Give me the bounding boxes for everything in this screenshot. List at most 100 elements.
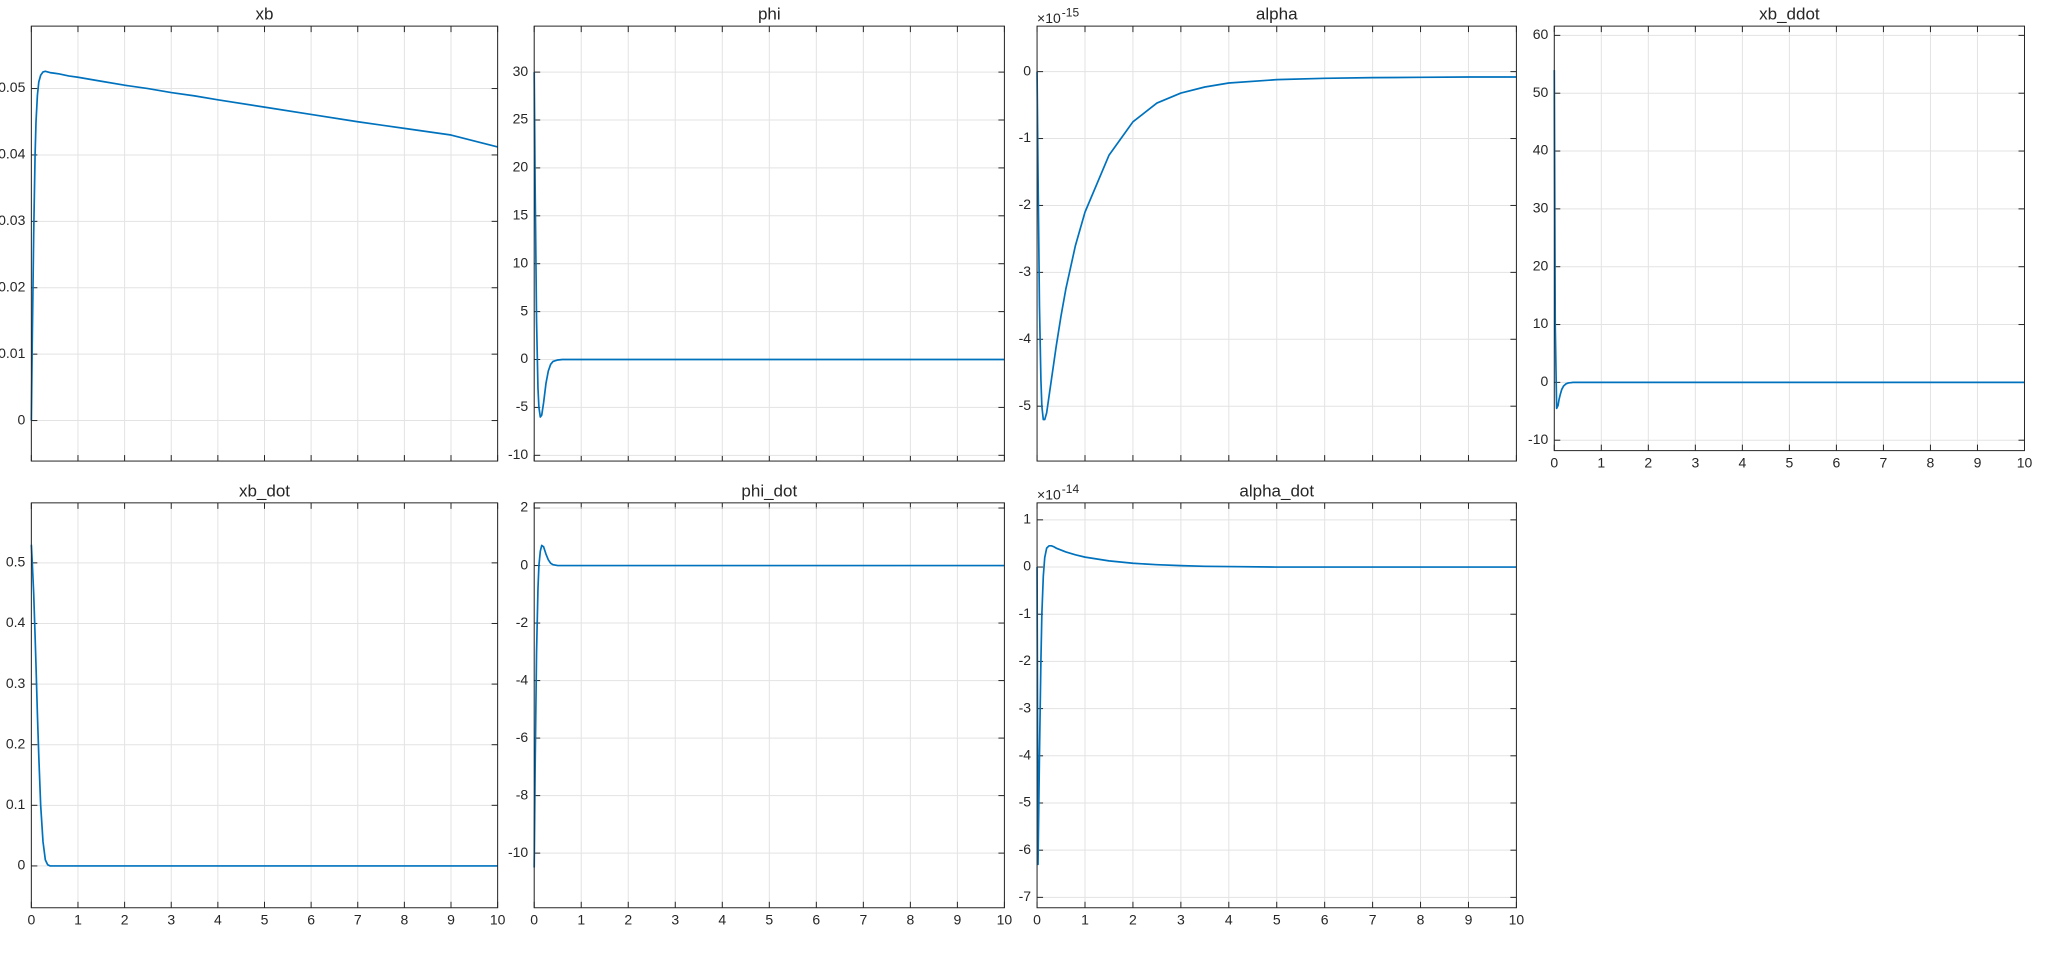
x-tick-label: 9 [1974, 454, 1982, 470]
x-tick-label: 7 [354, 911, 362, 927]
y-tick-label: -2 [516, 614, 529, 630]
y-multiplier: ×10 [1037, 487, 1061, 503]
x-tick-label: 7 [1369, 911, 1377, 927]
y-tick-label: 20 [513, 159, 529, 175]
y-tick-label: 2 [520, 499, 528, 515]
y-tick-label: 10 [1533, 315, 1549, 331]
y-tick-label: 0.3 [6, 675, 26, 691]
y-tick-label: 5 [520, 302, 528, 318]
x-tick-label: 4 [214, 911, 222, 927]
x-tick-label: 8 [400, 911, 408, 927]
y-tick-label: 60 [1533, 26, 1549, 42]
x-tick-label: 2 [121, 911, 129, 927]
subplot-title: phi_dot [741, 481, 797, 500]
axes-box [1036, 25, 1517, 462]
y-tick-label: 0.05 [0, 79, 26, 95]
x-tick-label: 6 [307, 911, 315, 927]
subplot: -10 -5 0 5 10 15 20 25 30 phi [508, 5, 1005, 462]
subplot-title: xb_dot [239, 481, 290, 500]
y-tick-label: -8 [516, 786, 529, 802]
subplot-title: alpha [1256, 5, 1298, 24]
x-tick-label: 1 [1081, 911, 1089, 927]
x-tick-label: 10 [2017, 454, 2033, 470]
y-tick-label: 0 [1540, 373, 1548, 389]
x-tick-label: 5 [1273, 911, 1281, 927]
x-tick-label: 2 [624, 911, 632, 927]
data-line [533, 72, 1005, 418]
subplot: -5 -4 -3 -2 -1 0 alpha ×10 -15 [1019, 5, 1517, 462]
x-tick-label: 10 [997, 911, 1013, 927]
data-line [30, 544, 498, 867]
y-tick-label: -4 [516, 671, 529, 687]
x-tick-label: 10 [1509, 911, 1525, 927]
y-tick-label: 30 [1533, 200, 1549, 216]
y-tick-label: 0.03 [0, 212, 26, 228]
x-tick-label: 9 [447, 911, 455, 927]
y-tick-label: 20 [1533, 257, 1549, 273]
y-tick-label: 0 [1023, 558, 1031, 574]
x-tick-label: 0 [1550, 454, 1558, 470]
x-tick-label: 5 [261, 911, 269, 927]
y-tick-label: 0 [520, 556, 528, 572]
x-tick-label: 3 [1177, 911, 1185, 927]
y-tick-label: 0 [520, 350, 528, 366]
y-tick-label: 0.02 [0, 278, 26, 294]
x-tick-label: 3 [167, 911, 175, 927]
x-tick-label: 8 [906, 911, 914, 927]
y-tick-label: -5 [1019, 794, 1032, 810]
axes-box [30, 502, 499, 909]
y-tick-label: -1 [1019, 605, 1032, 621]
y-multiplier: ×10 [1037, 10, 1061, 26]
y-tick-label: 0.04 [0, 146, 26, 162]
subplot: 0 1 2 3 4 5 6 7 8 9 10 -10 -8 -6 -4 -2 0 2 phi_dot [508, 481, 1012, 927]
x-tick-label: 1 [74, 911, 82, 927]
x-tick-label: 9 [953, 911, 961, 927]
axes-box [533, 502, 1005, 909]
axes-box [533, 25, 1005, 462]
y-tick-label: 10 [513, 254, 529, 270]
y-tick-label: -10 [508, 844, 528, 860]
y-multiplier-exponent: -14 [1062, 482, 1080, 496]
x-tick-label: 3 [671, 911, 679, 927]
x-tick-label: 7 [1880, 454, 1888, 470]
x-tick-label: 0 [530, 911, 538, 927]
x-tick-label: 1 [577, 911, 585, 927]
data-line [1553, 70, 2025, 410]
x-tick-label: 8 [1417, 911, 1425, 927]
data-line [1036, 71, 1517, 421]
x-tick-label: 8 [1927, 454, 1935, 470]
x-tick-label: 0 [27, 911, 35, 927]
y-tick-label: -7 [1019, 888, 1032, 904]
x-tick-label: 0 [1033, 911, 1041, 927]
x-tick-label: 1 [1597, 454, 1605, 470]
axes-box [1036, 502, 1517, 909]
y-tick-label: -5 [1019, 397, 1032, 413]
x-tick-label: 10 [490, 911, 506, 927]
y-multiplier-exponent: -15 [1062, 5, 1080, 19]
subplot-title: phi [758, 5, 781, 24]
y-tick-label: 25 [513, 111, 529, 127]
axes-box [30, 25, 499, 462]
x-tick-label: 6 [1833, 454, 1841, 470]
y-tick-label: -4 [1019, 747, 1032, 763]
y-tick-label: 50 [1533, 84, 1549, 100]
y-tick-label: -10 [508, 446, 528, 462]
x-tick-label: 6 [812, 911, 820, 927]
x-tick-label: 7 [859, 911, 867, 927]
y-tick-label: 40 [1533, 142, 1549, 158]
y-tick-label: 0 [18, 857, 26, 873]
y-tick-label: -10 [1528, 431, 1548, 447]
axes-box [1553, 25, 2025, 452]
y-tick-label: 30 [513, 63, 529, 79]
data-line [1036, 544, 1517, 866]
subplot-title: alpha_dot [1239, 481, 1314, 500]
x-tick-label: 4 [1738, 454, 1746, 470]
data-line [533, 544, 1005, 868]
subplot: 0 0.01 0.02 0.03 0.04 0.05 xb [0, 5, 499, 462]
y-tick-label: -4 [1019, 330, 1032, 346]
y-tick-label: -5 [516, 398, 529, 414]
x-tick-label: 6 [1321, 911, 1329, 927]
y-tick-label: -2 [1019, 652, 1032, 668]
data-line [30, 70, 498, 421]
